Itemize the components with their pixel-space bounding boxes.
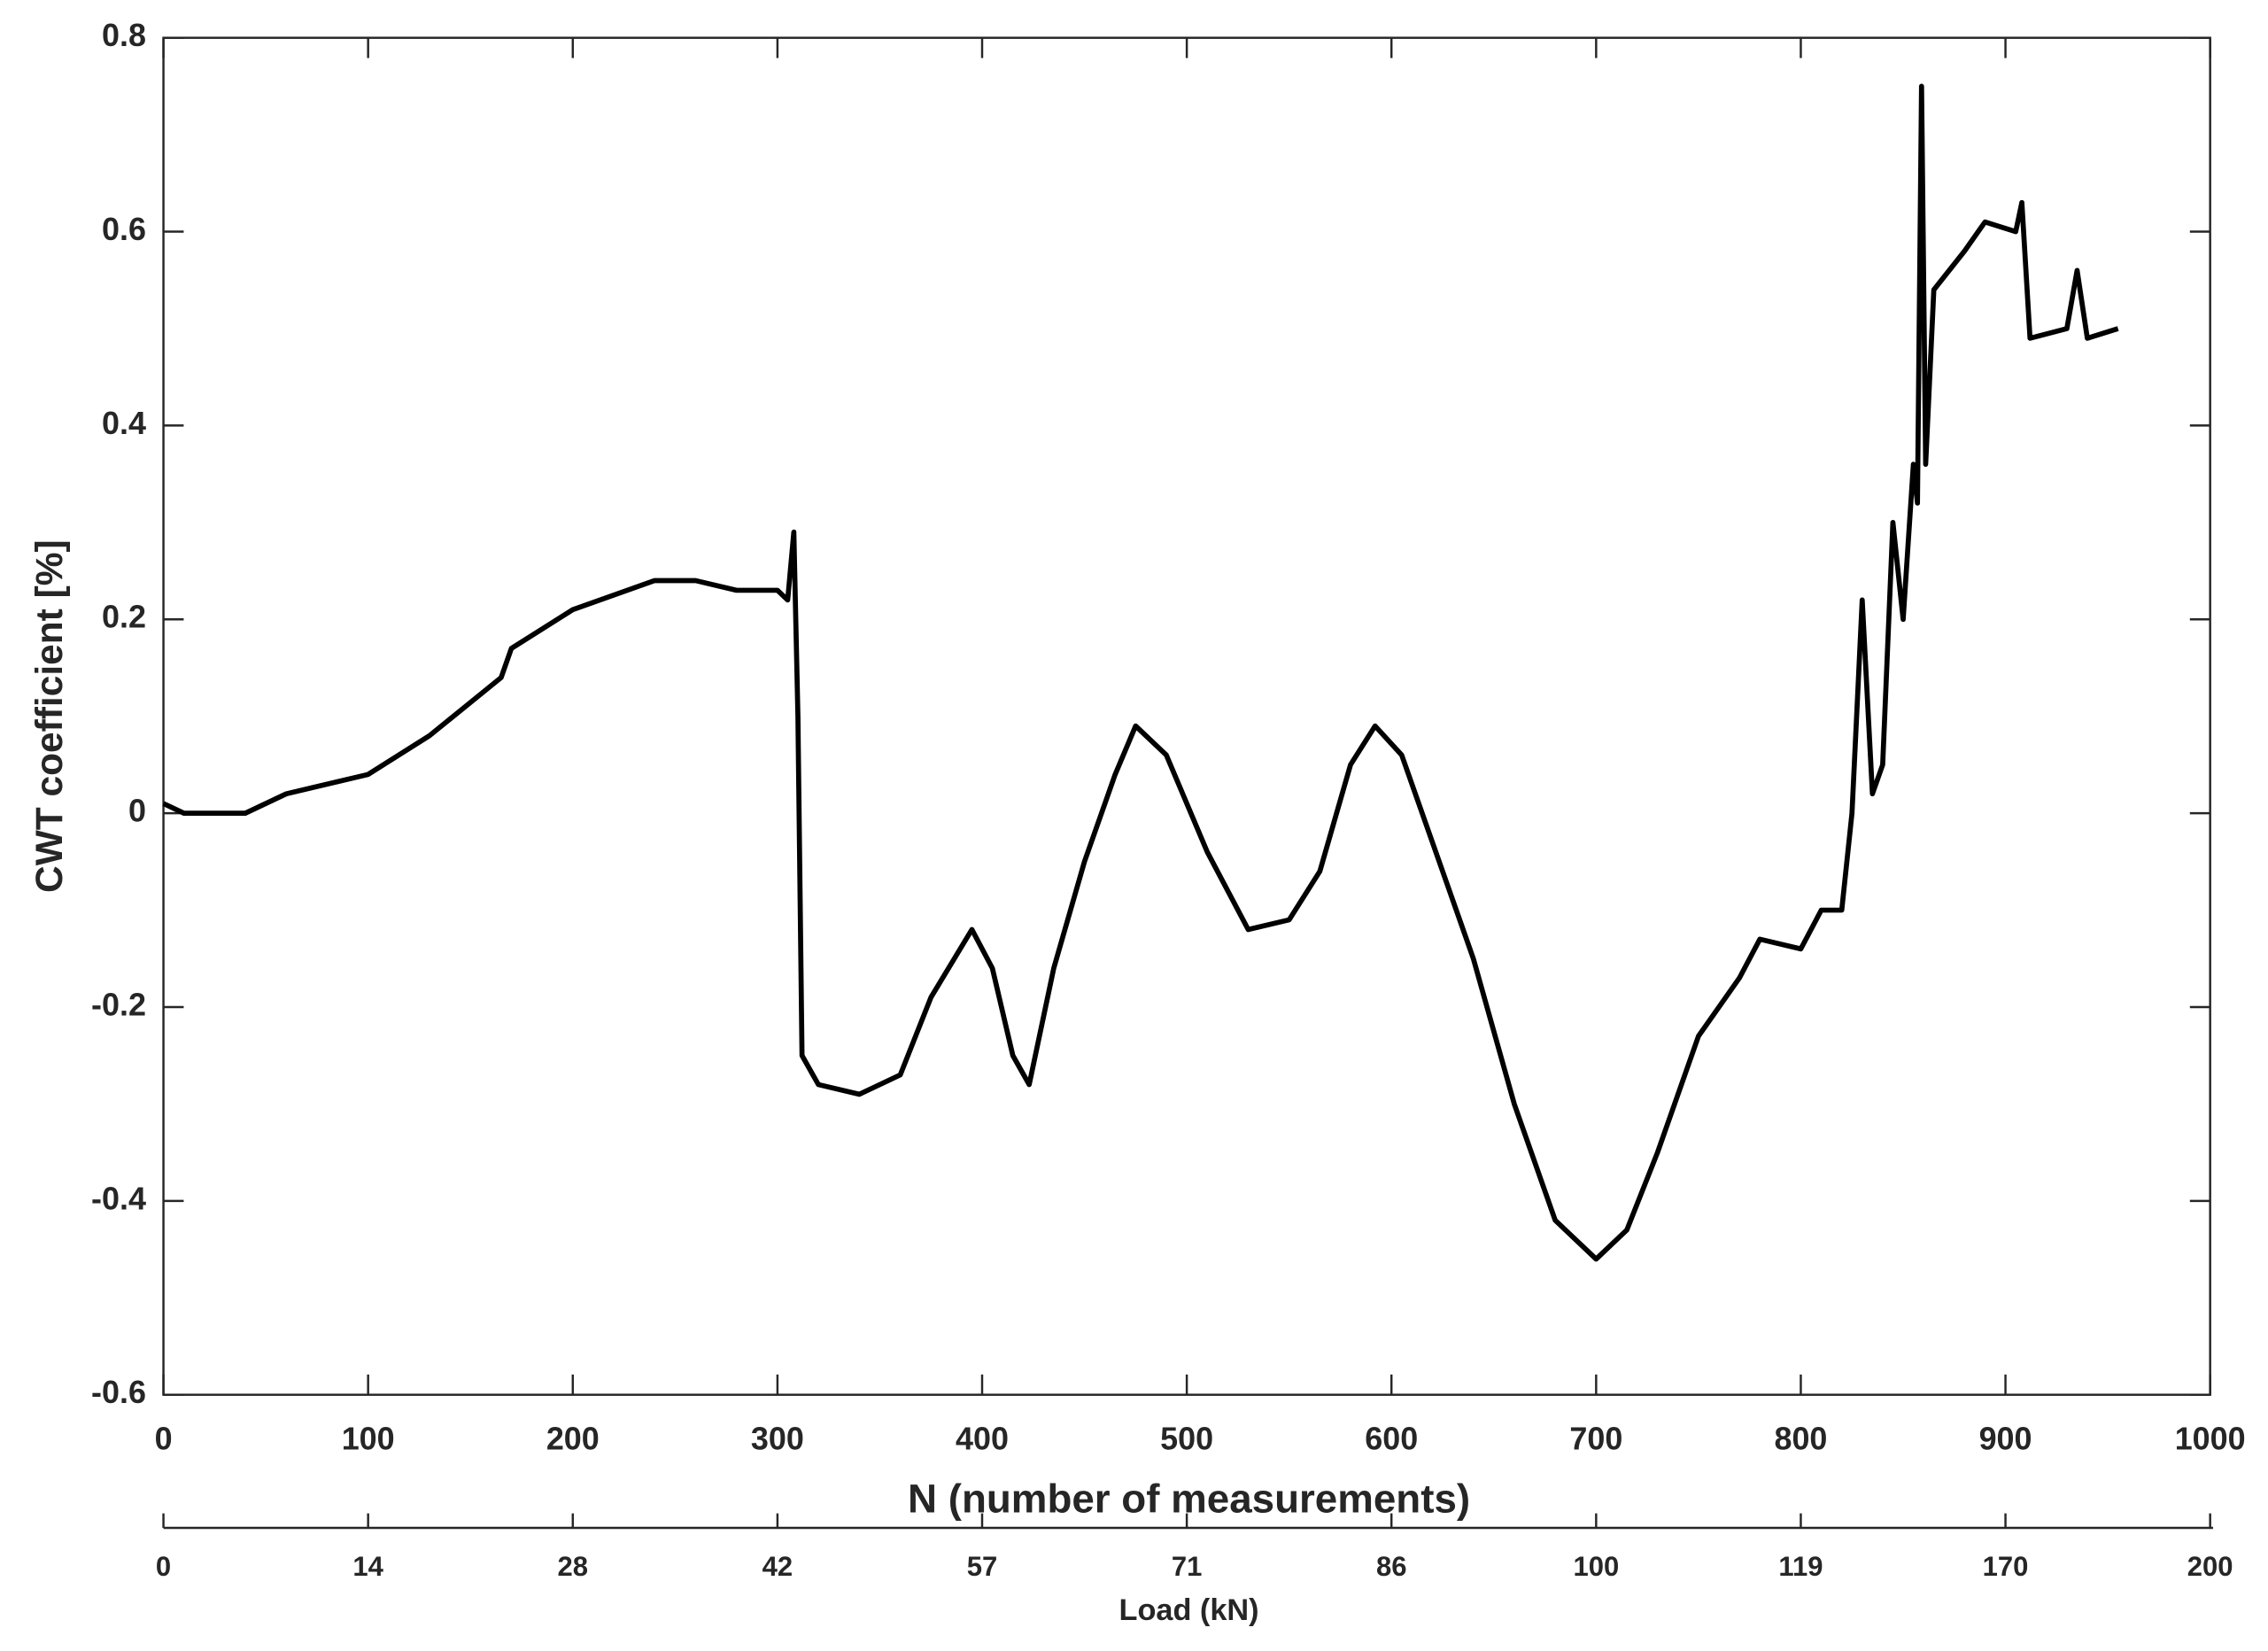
x2-tick-label: 14 (352, 1551, 383, 1582)
x-tick-label: 100 (342, 1420, 395, 1456)
x-tick-label: 600 (1365, 1420, 1418, 1456)
x-tick-label: 200 (546, 1420, 600, 1456)
x-axis-label: N (number of measurements) (908, 1477, 1470, 1522)
y-tick-label: -0.4 (91, 1180, 146, 1216)
x2-tick-label: 170 (1983, 1551, 2029, 1582)
x2-tick-label: 71 (1172, 1551, 1202, 1582)
y-tick-label: -0.6 (91, 1374, 146, 1410)
x-tick-label: 1000 (2175, 1420, 2246, 1456)
x2-tick-label: 86 (1376, 1551, 1407, 1582)
x-tick-label: 900 (1979, 1420, 2032, 1456)
data-line (162, 83, 2119, 1262)
x2-tick-label: 200 (2187, 1551, 2233, 1582)
x2-tick-label: 42 (762, 1551, 793, 1582)
y-tick-label: 0.2 (102, 599, 146, 635)
y-axis-label: CWT coefficient [%] (28, 539, 70, 893)
x-tick-label: 500 (1160, 1420, 1213, 1456)
x-tick-label: 0 (155, 1420, 173, 1456)
plot-frame (162, 36, 2211, 1396)
y-tick-label: 0.6 (102, 211, 146, 247)
y-tick-label: 0.4 (102, 405, 146, 441)
x2-tick-label: 119 (1778, 1551, 1823, 1582)
y-tick-label: 0 (128, 793, 146, 829)
x-tick-label: 300 (751, 1420, 804, 1456)
x2-axis-label: Load (kN) (1119, 1593, 1259, 1627)
x-tick-label: 400 (956, 1420, 1009, 1456)
x2-tick-label: 28 (558, 1551, 589, 1582)
x2-tick-label: 100 (1573, 1551, 1619, 1582)
x-tick-label: 800 (1774, 1420, 1827, 1456)
y-tick-label: -0.2 (91, 986, 146, 1022)
x-tick-label: 700 (1569, 1420, 1622, 1456)
x2-tick-label: 57 (967, 1551, 998, 1582)
x2-tick-label: 0 (156, 1551, 171, 1582)
y-tick-label: 0.8 (102, 17, 146, 53)
